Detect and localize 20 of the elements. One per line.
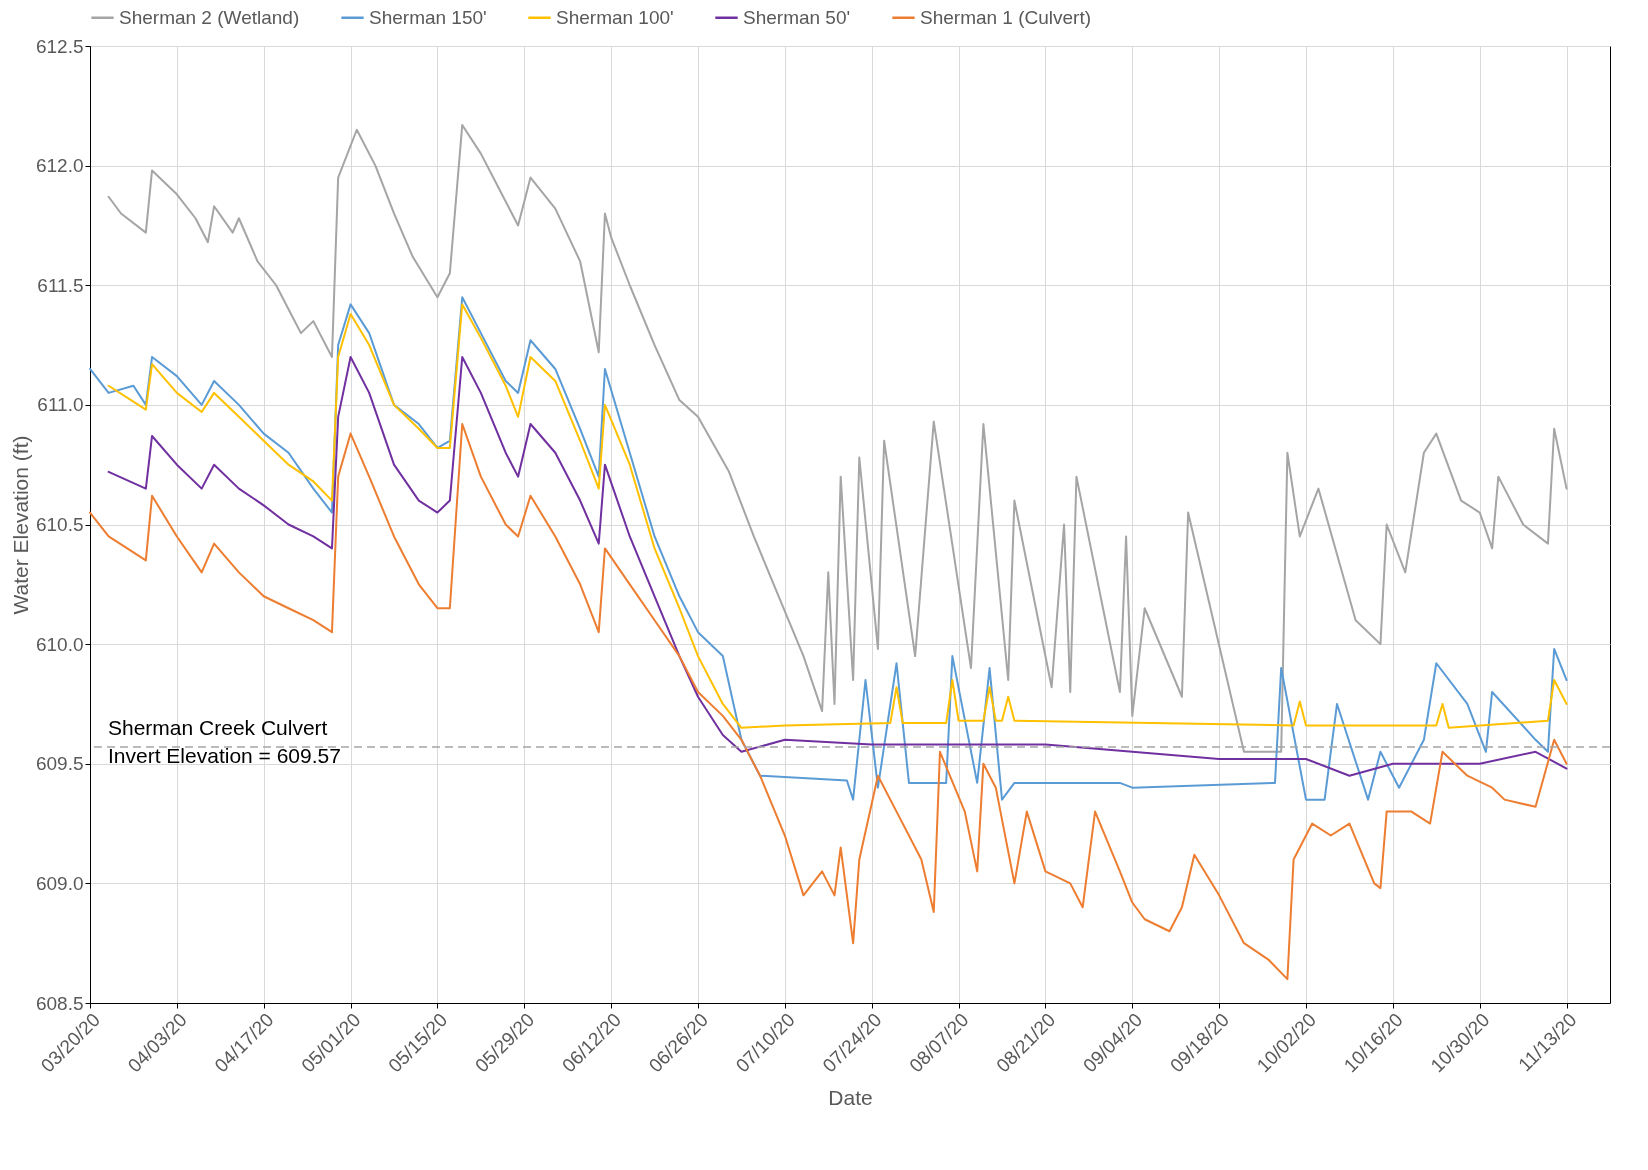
y-tick-label: 611.5 <box>37 274 84 296</box>
legend-label: Sherman 100' <box>556 6 674 28</box>
y-tick-label: 609.0 <box>35 872 84 894</box>
legend-label: Sherman 150' <box>369 6 487 28</box>
y-tick-label: 611.0 <box>37 394 84 416</box>
line-series <box>89 296 1568 801</box>
y-tick-label: 612.0 <box>35 155 84 177</box>
y-tick-label: 612.5 <box>35 35 84 57</box>
ref-line-label: Sherman Creek Culvert Invert Elevation = 609.57 <box>108 716 341 767</box>
y-tick-label: 610.0 <box>35 633 84 655</box>
line-series <box>89 423 1568 981</box>
x-axis-title: Date <box>828 1086 873 1110</box>
line-series <box>107 356 1568 777</box>
legend-label: Sherman 50' <box>743 6 851 28</box>
y-axis-title: Water Elevation (ft) <box>8 435 32 615</box>
legend-label: Sherman 2 (Wetland) <box>119 6 300 28</box>
y-tick-label: 610.5 <box>35 514 84 535</box>
y-tick-label: 609.5 <box>35 753 84 775</box>
y-tick-label: 608.5 <box>35 992 84 1014</box>
legend-label: Sherman 1 (Culvert) <box>920 6 1092 28</box>
